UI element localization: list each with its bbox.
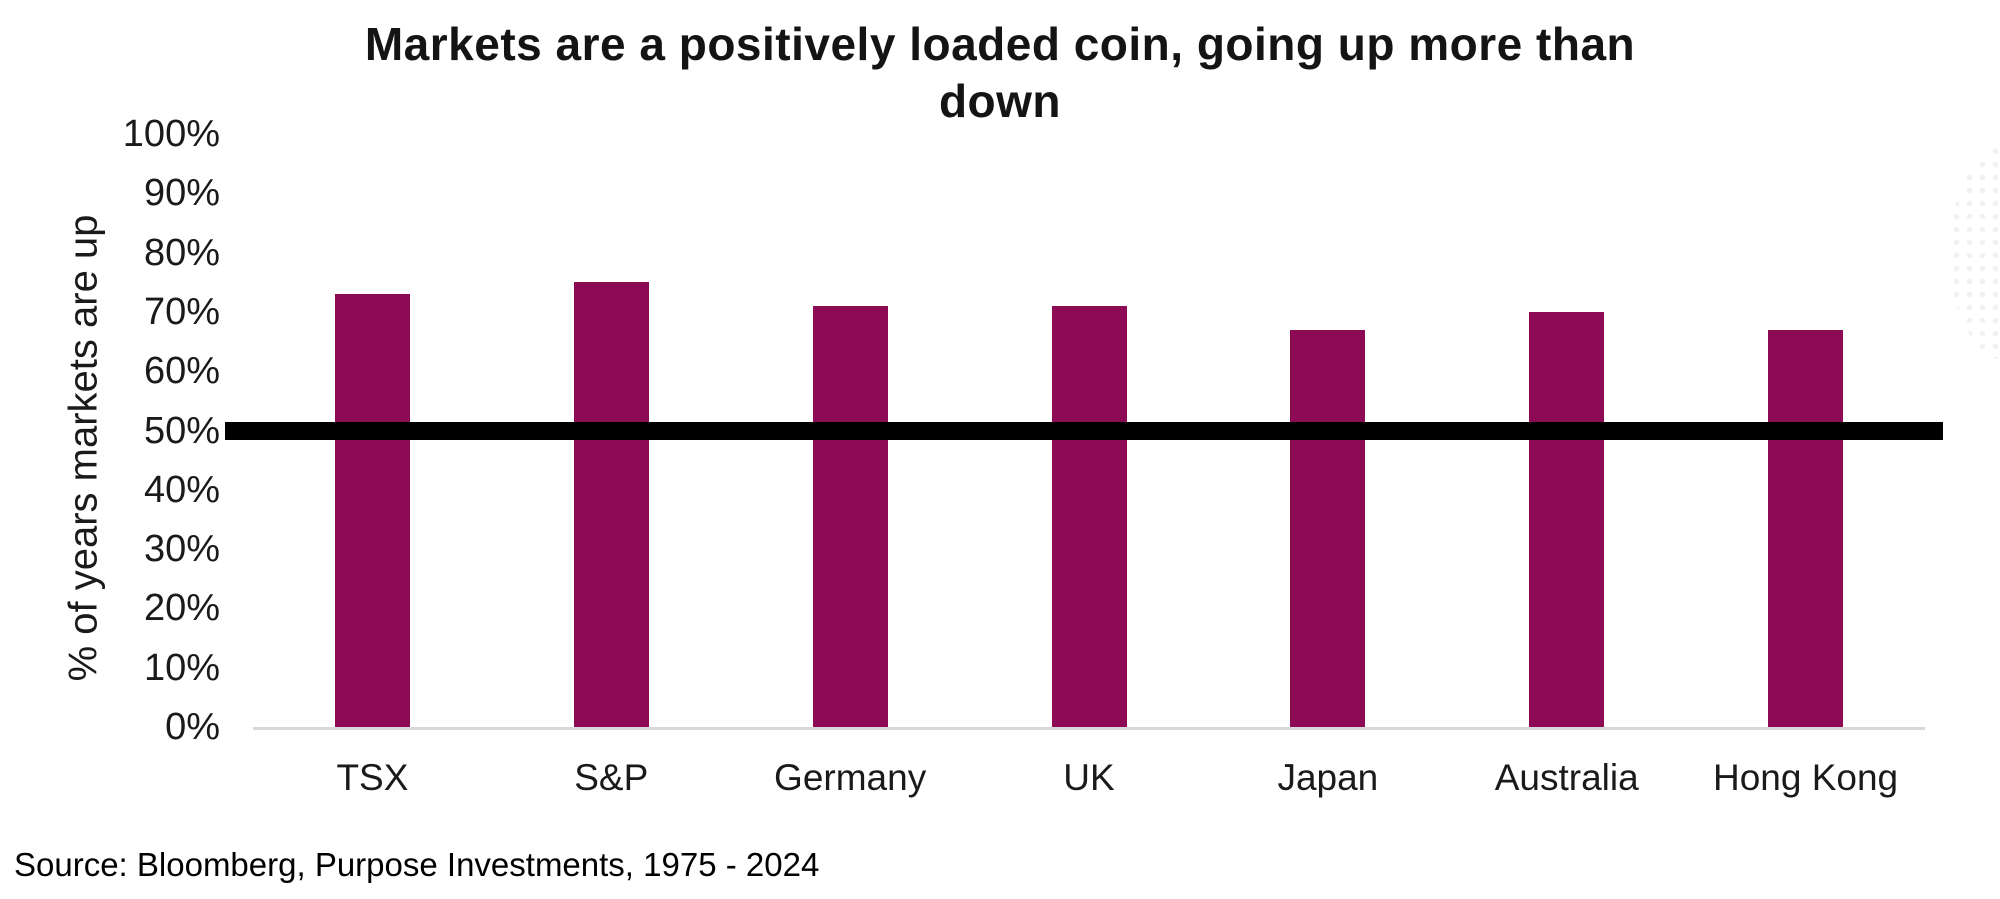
source-note: Source: Bloomberg, Purpose Investments, … — [14, 846, 820, 883]
y-tick-label: 90% — [143, 172, 220, 215]
watermark-dots — [1950, 145, 2000, 360]
y-tick-label: 0% — [165, 706, 220, 748]
y-tick-label: 30% — [143, 528, 220, 571]
x-category-label: S&P — [574, 757, 649, 798]
chart-title-line-2: down — [938, 75, 1062, 127]
y-tick-label: 20% — [143, 587, 220, 630]
x-category-label: Germany — [774, 757, 927, 798]
y-tick-label: 80% — [143, 231, 220, 274]
chart-title: Markets are a positively loaded coin, go… — [0, 16, 2000, 130]
bar-uk — [1051, 305, 1127, 727]
y-tick-label: 100% — [122, 113, 220, 155]
y-tick-label: 50% — [143, 409, 220, 452]
y-tick-label: 60% — [143, 350, 220, 393]
y-tick-label: 10% — [143, 646, 220, 689]
bar-australia — [1529, 311, 1605, 727]
bar-hong-kong — [1768, 329, 1844, 727]
x-category-label: UK — [1063, 757, 1115, 798]
bar-tsx — [334, 294, 410, 727]
x-category-label: Hong Kong — [1712, 757, 1899, 798]
y-tick-label: 70% — [143, 290, 220, 333]
bar-japan — [1290, 329, 1366, 727]
chart-title-line-1: Markets are a positively loaded coin, go… — [364, 18, 1636, 70]
bar-s-p — [573, 282, 649, 727]
x-category-label: Japan — [1277, 757, 1379, 798]
x-category-label: TSX — [336, 757, 409, 798]
bar-germany — [812, 305, 888, 727]
x-category-label: Australia — [1494, 757, 1639, 798]
plot-area — [253, 134, 1925, 730]
fifty-percent-reference-line — [225, 421, 1943, 440]
y-tick-label: 40% — [143, 468, 220, 511]
